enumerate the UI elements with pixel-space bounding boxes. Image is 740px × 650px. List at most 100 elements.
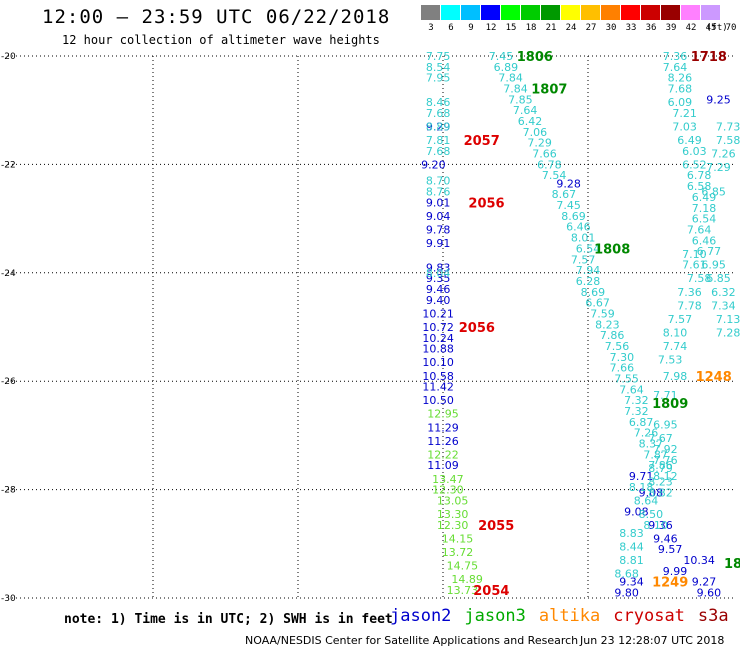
colorbar-tick-label: 12 — [485, 23, 497, 33]
swh-data-label: 9.99 — [663, 565, 688, 578]
swh-data-label: 6.77 — [697, 245, 722, 258]
swh-data-label: 6.54 — [576, 242, 601, 255]
swh-data-label: 7.03 — [672, 120, 697, 133]
swh-data-label: 8.64 — [634, 494, 659, 507]
swh-data-label: 8.26 — [668, 72, 693, 85]
swh-data-label: 7.45 — [556, 199, 581, 212]
pass-time-label: 1718 — [691, 50, 727, 65]
colorbar-tick-label: 15 — [505, 23, 517, 33]
swh-data-label: 13.72 — [442, 546, 474, 559]
swh-data-label: 11.42 — [422, 381, 454, 394]
legend-entry: altika — [538, 606, 601, 626]
pass-time-label: 1807 — [531, 83, 567, 98]
chart-title: 12:00 – 23:59 UTC 06/22/2018 — [42, 6, 391, 28]
swh-data-label: 13.05 — [437, 494, 469, 507]
swh-data-label: 9.35 — [426, 272, 451, 285]
swh-data-label: 9.01 — [426, 196, 451, 209]
swh-data-label: 10.24 — [422, 332, 454, 345]
colorbar-swatch — [561, 5, 581, 20]
swh-data-label: 7.58 — [687, 272, 712, 285]
swh-data-label: 14.75 — [447, 559, 479, 572]
swh-data-label: 6.32 — [711, 286, 736, 299]
swh-data-label: 7.64 — [513, 104, 538, 117]
swh-data-label: 6.09 — [668, 96, 693, 109]
swh-data-label: 7.06 — [523, 126, 548, 139]
swh-data-label: 6.42 — [518, 115, 543, 128]
y-tick-label: -22 — [1, 160, 16, 170]
swh-data-label: 9.46 — [426, 283, 451, 296]
swh-data-label: 7.71 — [653, 389, 678, 402]
swh-data-label: 8.67 — [552, 188, 577, 201]
swh-data-label: 13.47 — [432, 473, 464, 486]
swh-data-label: 13.30 — [437, 508, 469, 521]
colorbar-tick-label: 3 — [428, 23, 434, 33]
swh-data-label: 9.28 — [556, 177, 581, 190]
swh-data-label: 7.78 — [677, 299, 702, 312]
swh-data-label: 9.46 — [653, 532, 678, 545]
colorbar-swatch — [441, 5, 461, 20]
swh-data-label: 7.36 — [663, 50, 688, 63]
swh-data-label: 7.30 — [610, 351, 635, 364]
swh-data-label: 9.71 — [629, 470, 654, 483]
swh-data-label: 7.61 — [682, 259, 707, 272]
swh-data-label: 7.26 — [711, 148, 736, 161]
colorbar-tick-label: 6 — [448, 23, 454, 33]
swh-data-label: 7.68 — [426, 107, 451, 120]
legend-entry: jason3 — [464, 606, 526, 626]
swh-data-label: 9.57 — [658, 543, 683, 556]
swh-data-label: 6.78 — [687, 169, 712, 182]
swh-data-label: 7.57 — [668, 313, 693, 326]
swh-data-label: 7.10 — [682, 248, 707, 261]
swh-data-label: 7.32 — [624, 394, 649, 407]
swh-data-label: 6.54 — [692, 213, 717, 226]
swh-data-label: 8.46 — [426, 96, 451, 109]
colorbar-swatch — [461, 5, 481, 20]
swh-data-label: 8.54 — [426, 61, 451, 74]
swh-data-label: 8.81 — [619, 554, 644, 567]
pass-time-label: 18 — [724, 557, 740, 572]
colorbar-swatch — [681, 5, 701, 20]
colorbar-tick-label: 30 — [605, 23, 617, 33]
pass-time-label: 1249 — [652, 576, 688, 591]
swh-data-label: 7.85 — [508, 93, 533, 106]
swh-data-label: 12.95 — [427, 408, 459, 421]
swh-data-label: 11.26 — [427, 435, 459, 448]
swh-data-label: 7.68 — [426, 145, 451, 158]
colorbar-tick-label: 42 — [685, 23, 697, 33]
swh-data-label: 9.27 — [692, 576, 717, 589]
colorbar-tick-label: 27 — [585, 23, 597, 33]
colorbar-tick-label: 21 — [545, 23, 557, 33]
chart-subtitle: 12 hour collection of altimeter wave hei… — [62, 33, 380, 47]
swh-data-label: 8.68 — [614, 568, 639, 581]
swh-data-label: 9.25 — [706, 93, 731, 106]
swh-data-label: 11.09 — [427, 459, 459, 472]
swh-data-label: 14.89 — [451, 573, 483, 586]
swh-data-label: 7.98 — [663, 370, 688, 383]
swh-data-label: 8.50 — [639, 508, 664, 521]
colorbar-unit: (ft) — [706, 23, 728, 33]
swh-data-label: 12.30 — [437, 519, 469, 532]
swh-data-label: 6.85 — [706, 272, 731, 285]
swh-data-label: 7.94 — [576, 264, 601, 277]
swh-data-label: 7.86 — [648, 459, 673, 472]
swh-data-label: 6.49 — [677, 134, 702, 147]
colorbar-swatch — [481, 5, 501, 20]
swh-data-label: 10.21 — [422, 307, 454, 320]
swh-data-label: 7.64 — [687, 223, 712, 236]
swh-data-label: 8.82 — [648, 486, 673, 499]
swh-data-label: 8.10 — [643, 519, 668, 532]
legend-entry: s3a — [697, 606, 729, 626]
swh-data-label: 9.34 — [619, 576, 644, 589]
swh-data-label: 7.73 — [716, 120, 740, 133]
swh-data-label: 6.85 — [701, 186, 726, 199]
swh-data-label: 6.52 — [682, 158, 707, 171]
swh-data-label: 7.84 — [503, 83, 528, 96]
swh-data-label: 7.45 — [489, 50, 514, 63]
swh-data-label: 6.28 — [576, 275, 601, 288]
swh-data-label: 7.66 — [532, 148, 557, 161]
note-text: note: 1) Time is in UTC; 2) SWH is in fe… — [64, 612, 393, 627]
swh-data-label: 7.28 — [716, 326, 740, 339]
swh-data-label: 6.67 — [585, 297, 610, 310]
colorbar-tick-label: 70 — [725, 23, 737, 33]
swh-data-label: 11.29 — [427, 421, 459, 434]
